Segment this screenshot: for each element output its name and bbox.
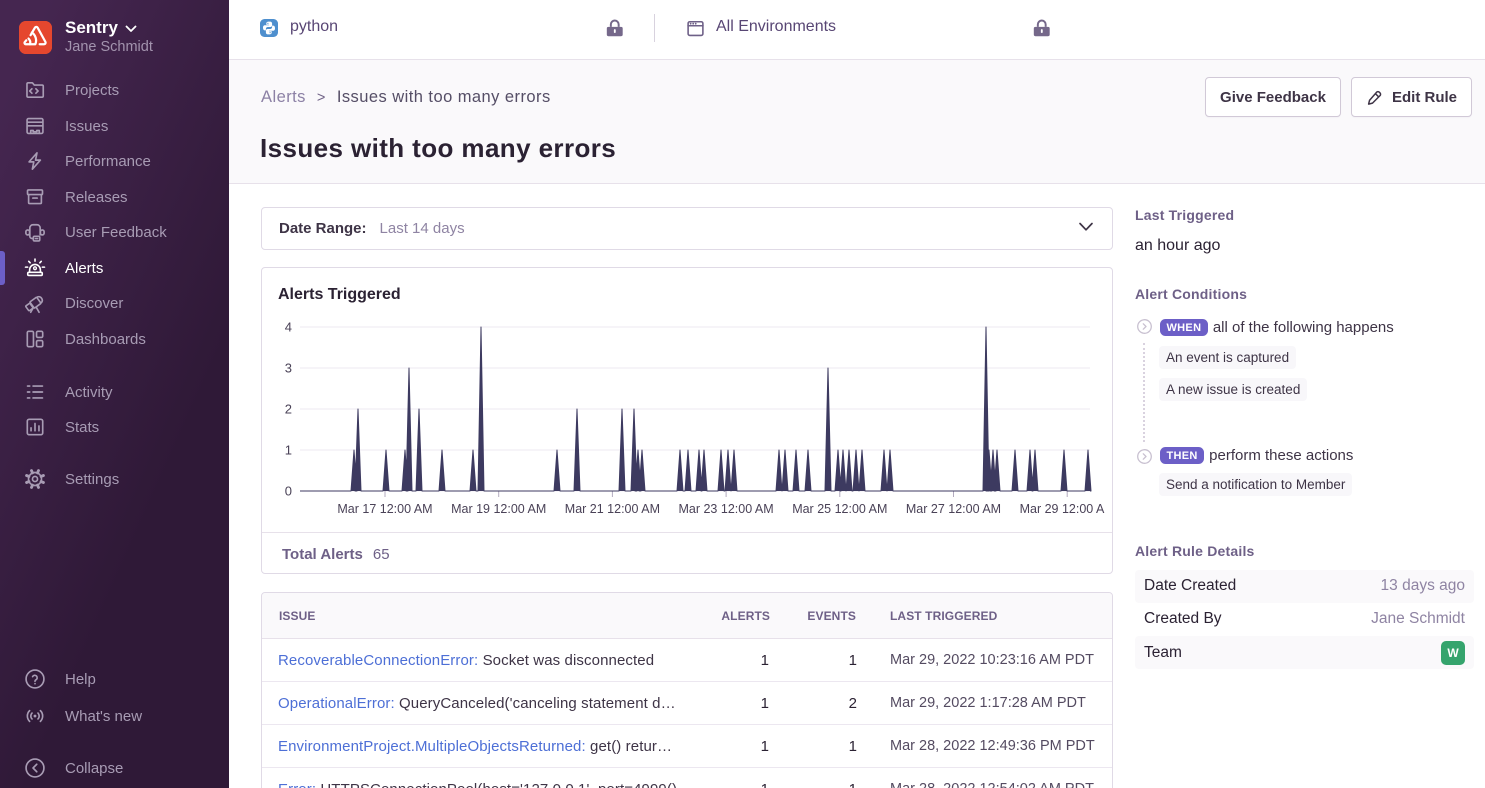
svg-text:Mar 17 12:00 AM: Mar 17 12:00 AM bbox=[337, 502, 432, 516]
svg-text:Mar 21 12:00 AM: Mar 21 12:00 AM bbox=[565, 502, 660, 516]
svg-text:4: 4 bbox=[285, 320, 292, 335]
svg-text:3: 3 bbox=[285, 361, 292, 376]
svg-text:0: 0 bbox=[285, 484, 292, 499]
svg-text:Mar 27 12:00 AM: Mar 27 12:00 AM bbox=[906, 502, 1001, 516]
svg-text:2: 2 bbox=[285, 402, 292, 417]
svg-text:1: 1 bbox=[285, 443, 292, 458]
svg-text:Mar 23 12:00 AM: Mar 23 12:00 AM bbox=[678, 502, 773, 516]
svg-text:Mar 29 12:00 AM: Mar 29 12:00 AM bbox=[1020, 502, 1105, 516]
svg-text:Mar 25 12:00 AM: Mar 25 12:00 AM bbox=[792, 502, 887, 516]
svg-text:Mar 19 12:00 AM: Mar 19 12:00 AM bbox=[451, 502, 546, 516]
